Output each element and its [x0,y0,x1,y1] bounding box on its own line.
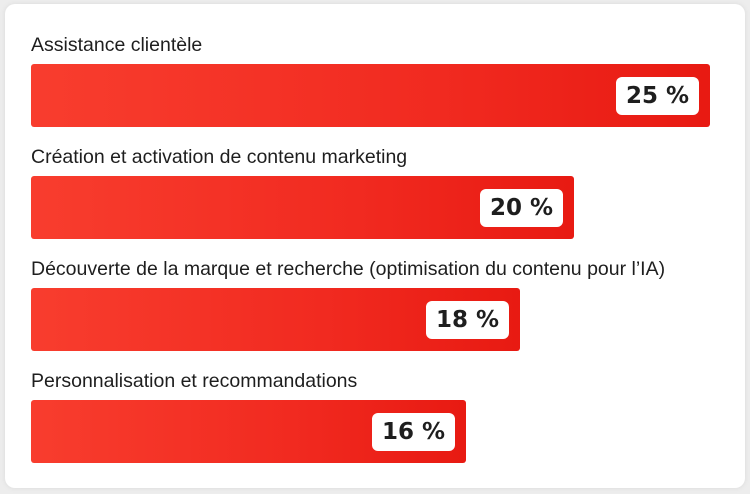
value-label: 18 % [425,301,509,339]
category-label: Personnalisation et recommandations [31,370,358,392]
value-label: 25 % [615,77,699,115]
category-label: Création et activation de contenu market… [31,146,408,168]
bar: 16 % [31,400,466,463]
value-label: 16 % [371,413,455,451]
chart-card: Assistance clientèle 25 % Création et acti… [5,4,745,488]
value-label: 20 % [479,189,563,227]
bar: 20 % [31,176,574,239]
bar: 18 % [31,288,520,351]
category-label: Assistance clientèle [31,34,203,56]
category-label: Découverte de la marque et recherche (op… [31,258,666,280]
bar: 25 % [31,64,710,127]
